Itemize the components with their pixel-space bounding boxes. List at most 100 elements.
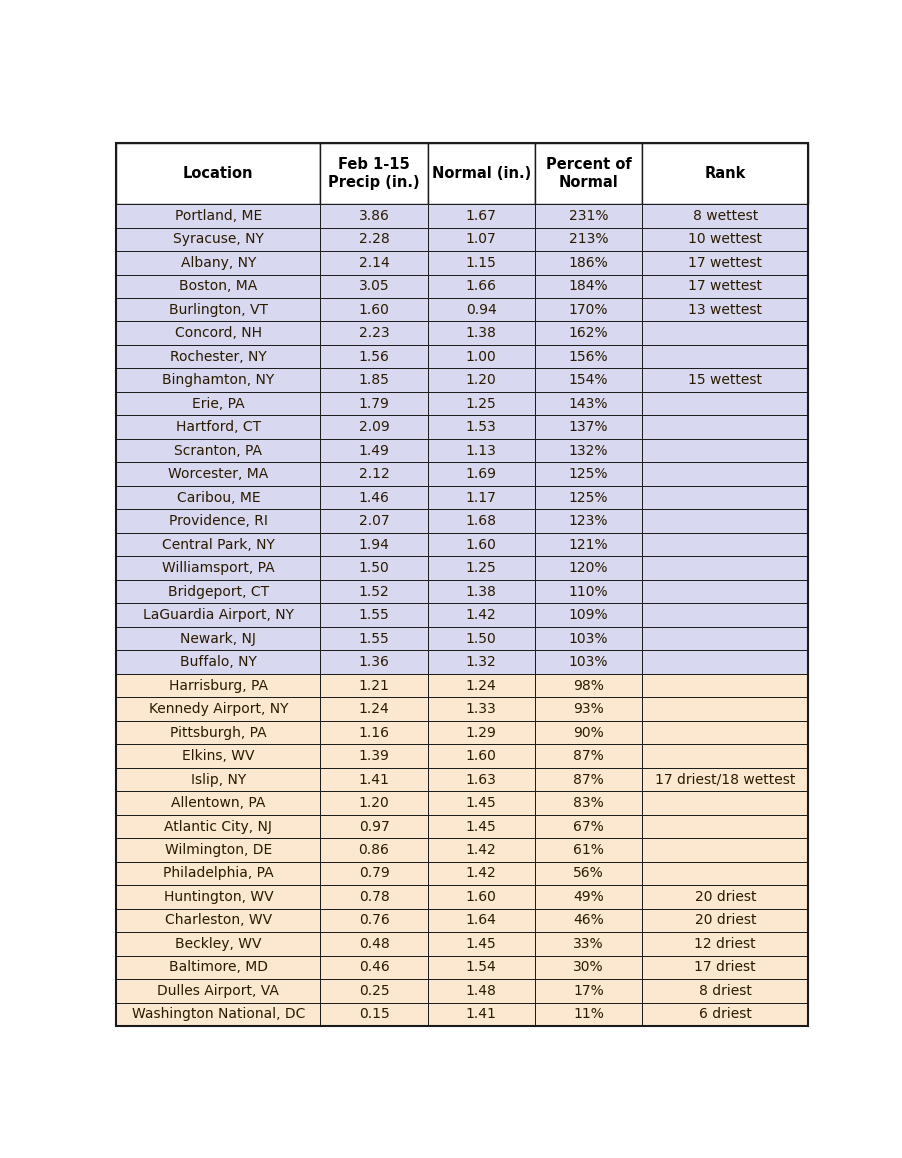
- Text: 83%: 83%: [573, 796, 604, 809]
- Text: Harrisburg, PA: Harrisburg, PA: [169, 679, 268, 692]
- Text: 87%: 87%: [573, 772, 604, 786]
- Text: Percent of
Normal: Percent of Normal: [546, 157, 631, 190]
- Bar: [642, 626, 808, 651]
- Text: 20 driest: 20 driest: [695, 914, 756, 928]
- Text: 1.21: 1.21: [359, 679, 390, 692]
- Text: 1.24: 1.24: [466, 679, 497, 692]
- Text: 17 driest/18 wettest: 17 driest/18 wettest: [655, 772, 796, 786]
- Text: Rank: Rank: [704, 167, 746, 182]
- Bar: [642, 697, 808, 720]
- Text: Normal (in.): Normal (in.): [432, 167, 531, 182]
- Text: 1.41: 1.41: [465, 1007, 497, 1021]
- Bar: [116, 980, 320, 1003]
- Text: Newark, NJ: Newark, NJ: [180, 631, 256, 646]
- Bar: [642, 862, 808, 885]
- Text: 1.50: 1.50: [466, 631, 497, 646]
- Text: 1.63: 1.63: [465, 772, 497, 786]
- Text: 1.42: 1.42: [466, 866, 497, 880]
- Bar: [320, 980, 428, 1003]
- Bar: [116, 144, 320, 204]
- Text: 1.16: 1.16: [358, 726, 390, 740]
- Bar: [642, 486, 808, 510]
- Text: Bridgeport, CT: Bridgeport, CT: [168, 585, 269, 599]
- Bar: [642, 885, 808, 909]
- Text: 0.15: 0.15: [359, 1007, 390, 1021]
- Bar: [116, 533, 320, 556]
- Text: Boston, MA: Boston, MA: [179, 279, 257, 293]
- Text: 125%: 125%: [569, 467, 608, 482]
- Text: Location: Location: [183, 167, 253, 182]
- Bar: [320, 251, 428, 274]
- Bar: [642, 980, 808, 1003]
- Bar: [535, 791, 642, 815]
- Bar: [116, 838, 320, 862]
- Text: Binghamton, NY: Binghamton, NY: [162, 373, 274, 387]
- Text: 125%: 125%: [569, 491, 608, 505]
- Bar: [428, 533, 535, 556]
- Text: 123%: 123%: [569, 514, 608, 528]
- Bar: [320, 580, 428, 603]
- Text: 1.42: 1.42: [466, 843, 497, 857]
- Bar: [642, 462, 808, 486]
- Bar: [535, 251, 642, 274]
- Bar: [320, 486, 428, 510]
- Bar: [428, 815, 535, 838]
- Text: Islip, NY: Islip, NY: [190, 772, 246, 786]
- Text: 0.94: 0.94: [466, 302, 497, 317]
- Bar: [428, 227, 535, 251]
- Bar: [116, 745, 320, 768]
- Bar: [428, 838, 535, 862]
- Bar: [320, 462, 428, 486]
- Text: 30%: 30%: [574, 960, 603, 974]
- Bar: [535, 720, 642, 745]
- Text: Rochester, NY: Rochester, NY: [170, 350, 267, 364]
- Text: 87%: 87%: [573, 749, 604, 763]
- Text: Pittsburgh, PA: Pittsburgh, PA: [170, 726, 267, 740]
- Text: Huntington, WV: Huntington, WV: [163, 891, 273, 904]
- Text: 109%: 109%: [569, 608, 608, 622]
- Text: Concord, NH: Concord, NH: [175, 327, 262, 340]
- Bar: [642, 580, 808, 603]
- Bar: [428, 697, 535, 720]
- Bar: [116, 909, 320, 932]
- Bar: [320, 909, 428, 932]
- Text: 0.78: 0.78: [359, 891, 390, 904]
- Bar: [320, 720, 428, 745]
- Bar: [642, 439, 808, 462]
- Bar: [116, 580, 320, 603]
- Text: 184%: 184%: [569, 279, 608, 293]
- Bar: [428, 651, 535, 674]
- Text: Charleston, WV: Charleston, WV: [165, 914, 272, 928]
- Text: 93%: 93%: [573, 702, 604, 716]
- Bar: [320, 768, 428, 791]
- Bar: [535, 745, 642, 768]
- Bar: [320, 955, 428, 980]
- Text: Scranton, PA: Scranton, PA: [174, 444, 262, 457]
- Bar: [428, 322, 535, 345]
- Text: 2.09: 2.09: [359, 420, 390, 434]
- Bar: [320, 345, 428, 368]
- Bar: [116, 391, 320, 416]
- Bar: [535, 368, 642, 391]
- Text: 2.07: 2.07: [359, 514, 390, 528]
- Bar: [642, 416, 808, 439]
- Bar: [642, 251, 808, 274]
- Text: 1.20: 1.20: [359, 796, 390, 809]
- Bar: [116, 603, 320, 626]
- Bar: [642, 322, 808, 345]
- Bar: [428, 274, 535, 298]
- Bar: [320, 745, 428, 768]
- Bar: [535, 862, 642, 885]
- Text: 12 driest: 12 driest: [695, 937, 756, 951]
- Text: 17 driest: 17 driest: [695, 960, 756, 974]
- Bar: [116, 274, 320, 298]
- Bar: [116, 486, 320, 510]
- Bar: [320, 510, 428, 533]
- Bar: [116, 322, 320, 345]
- Bar: [428, 980, 535, 1003]
- Text: 0.46: 0.46: [359, 960, 390, 974]
- Text: 0.25: 0.25: [359, 984, 390, 998]
- Text: 143%: 143%: [569, 397, 608, 411]
- Bar: [642, 274, 808, 298]
- Text: 2.12: 2.12: [359, 467, 390, 482]
